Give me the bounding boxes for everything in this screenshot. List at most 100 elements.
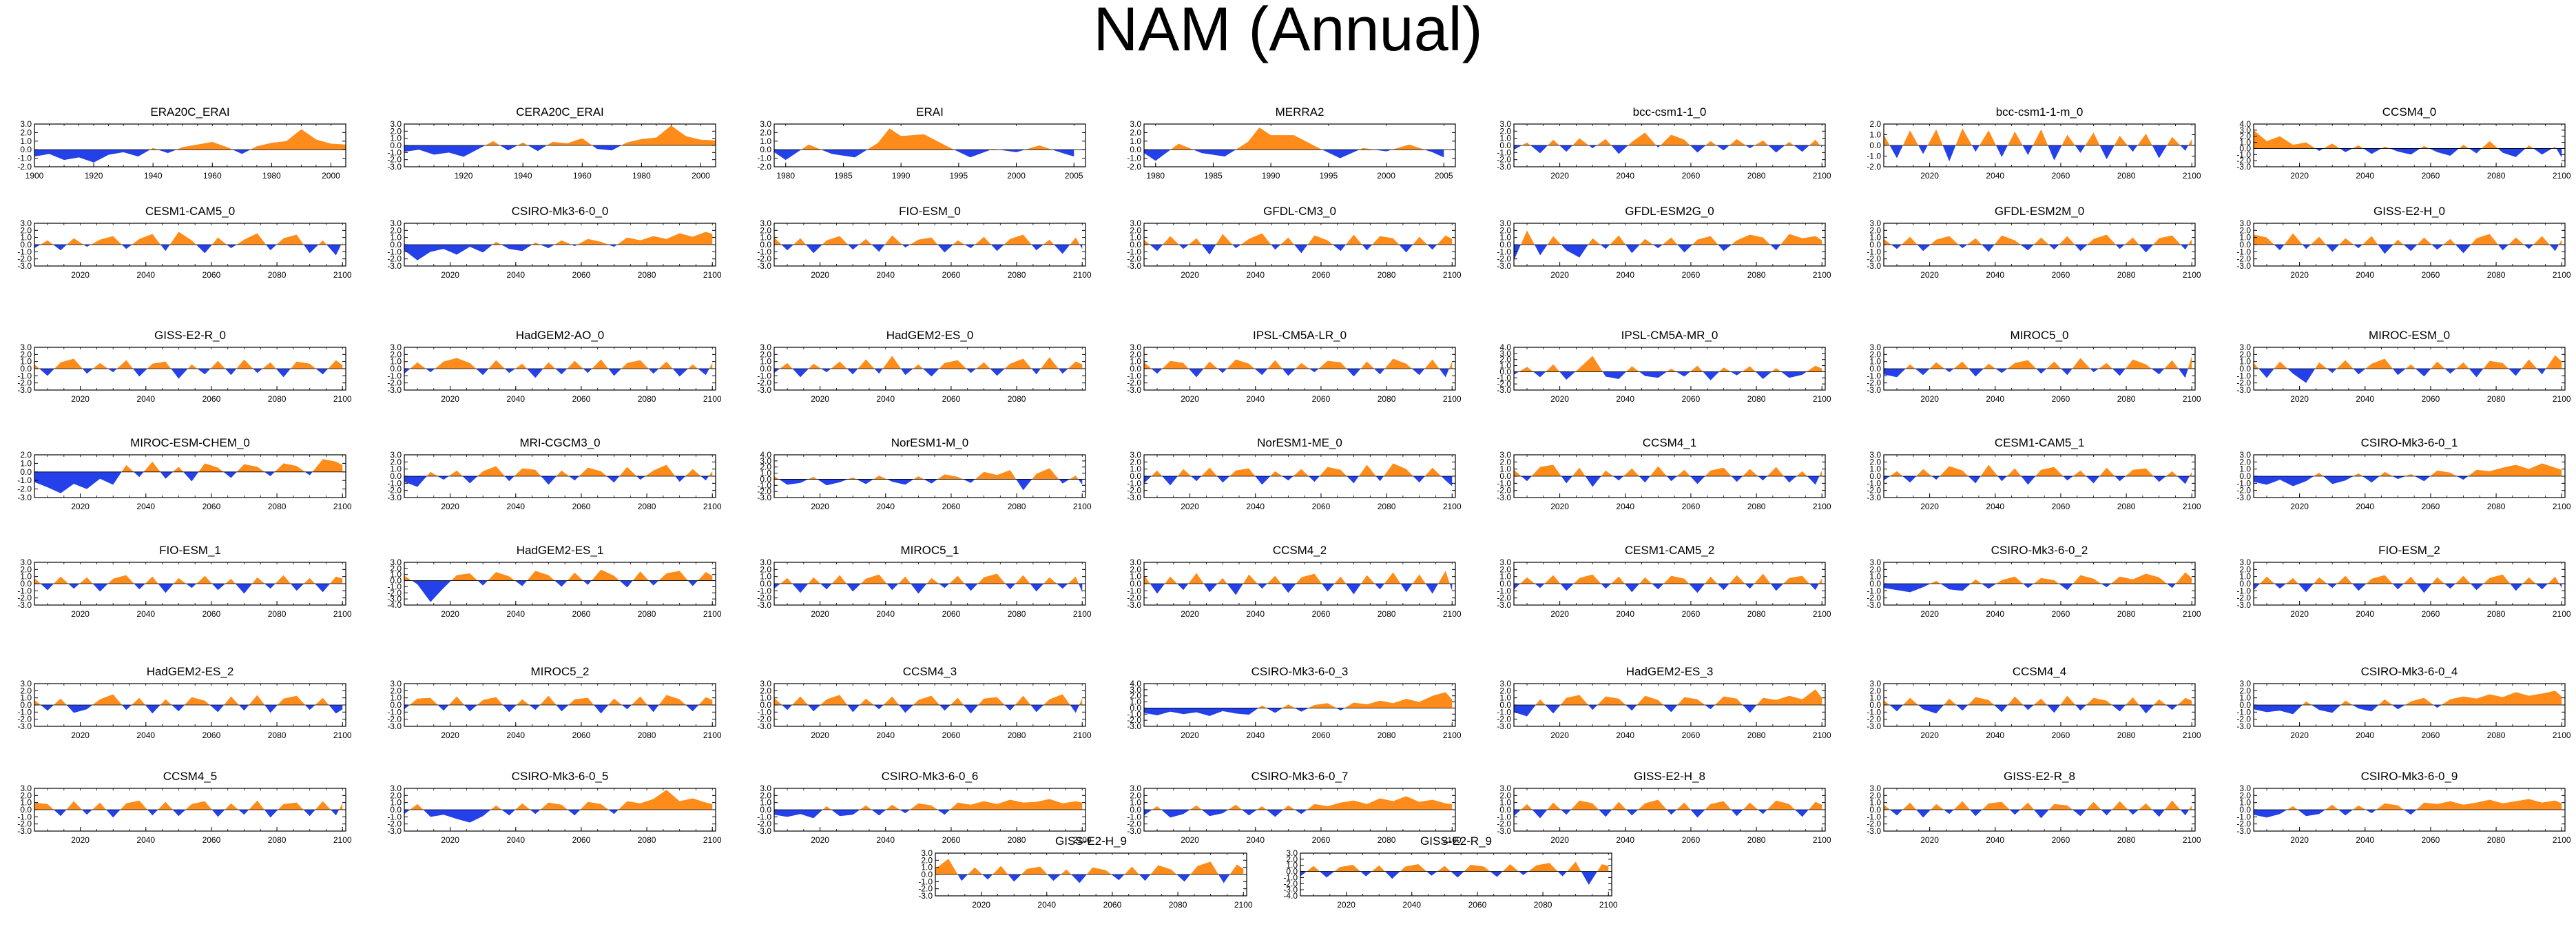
y-tick-label: 3.0 [390,342,402,352]
chart-panel: MIROC-ESM_0 3.0 2.0 1.0 0.0 -1.0 -2.0 -3.0 2020 2… [2221,328,2571,409]
y-tick-label: 1.0 [760,572,771,582]
y-tick-label: -1.0 [387,582,402,591]
panel-title: GISS-E2-R_0 [154,329,226,342]
chart-panel: CCSM4_5 3.0 2.0 1.0 0.0 -1.0 -2.0 -3.0 2020 2040 2… [1,769,352,850]
negative-area [606,476,620,483]
y-tick-label: -3.0 [2236,600,2251,610]
panel-title: FIO-ESM_1 [159,544,221,557]
x-tick-label: 2020 [1550,270,1569,280]
positive-area [2336,360,2354,369]
negative-area [899,705,913,713]
negative-area [1601,584,1612,589]
x-tick-label: 2040 [1616,270,1634,280]
x-tick-label: 2040 [876,270,895,280]
y-tick-label: -1.0 [918,877,933,886]
y-tick-label: 3.0 [760,119,771,129]
negative-area [782,705,793,710]
negative-area [1625,705,1637,711]
x-tick-label: 2020 [1550,394,1569,404]
x-tick-label: 2100 [333,609,352,619]
x-tick-label: 2100 [703,835,722,845]
negative-area [846,369,858,375]
negative-area [1425,584,1439,594]
positive-area [1692,236,1718,245]
y-tick-label: -1.0 [757,154,771,163]
y-tick-label: -1.0 [2236,812,2251,821]
y-tick-label: -1.0 [2236,247,2251,256]
negative-area [223,471,237,478]
chart-panel: CESM1-CAM5_1 3.0 2.0 1.0 0.0 -1.0 -2.0 -3.0 2020… [1851,436,2201,517]
y-tick-label: -3.0 [17,600,32,610]
y-tick-label: -2.0 [1867,715,1881,724]
positive-area [774,697,782,705]
positive-area [2339,238,2354,245]
negative-area [2537,369,2546,375]
y-tick-label: 0.0 [390,700,402,710]
positive-area [975,236,991,245]
negative-area [1581,871,1598,886]
positive-area [2033,577,2059,584]
positive-area [1573,574,1601,584]
y-tick-label: 3.0 [1869,784,1881,793]
negative-area [774,584,780,589]
chart-panel: CERA20C_ERAI 3.0 2.0 1.0 0.0 -1.0 -2.0 -3.0 1920… [371,105,716,186]
positive-area [1930,236,1959,245]
x-tick-label: 2005 [1065,171,1083,181]
negative-area [820,584,832,590]
y-tick-label: 3.0 [2239,679,2251,688]
x-tick-label: 2100 [2553,835,2571,845]
y-tick-label: -1.0 [387,247,402,256]
negative-area [1716,145,1730,151]
positive-area [40,240,54,245]
positive-area [1597,696,1626,705]
y-tick-label: 3.0 [2239,450,2251,460]
y-tick-label: -4.0 [1283,891,1298,901]
positive-area [1809,139,1820,145]
y-tick-label: -1.0 [1867,812,1881,821]
negative-area [1625,245,1640,254]
y-tick-label: -1.0 [1127,154,1141,163]
panel-title: CESM1-CAM5_2 [1624,544,1715,557]
y-tick-label: 2.0 [1130,691,1141,701]
negative-area [304,471,313,475]
y-tick-label: -2.0 [1867,593,1881,603]
y-tick-label: -2.0 [757,593,771,603]
negative-area [1052,150,1074,157]
x-tick-label: 2020 [71,394,90,404]
y-tick-label: -3.0 [1867,722,1881,731]
positive-area [2114,136,2128,145]
y-tick-label: 3.0 [1286,848,1298,858]
negative-area [792,369,809,378]
positive-area [898,576,911,584]
y-tick-label: -2.0 [1127,593,1141,603]
negative-area [2073,810,2087,817]
positive-area [2416,799,2562,810]
positive-area [2126,697,2139,705]
positive-area [1358,464,1376,476]
positive-area [2393,239,2404,245]
chart-panel: CSIRO-Mk3-6-0_5 3.0 2.0 1.0 0.0 -1.0 -2.0 -3.0 2… [371,769,722,850]
panel-title: CCSM4_3 [902,665,957,678]
positive-area [2315,362,2327,369]
x-tick-label: 2080 [2117,502,2136,511]
y-tick-label: 0.0 [20,145,32,154]
y-tick-label: 0.0 [1499,141,1511,150]
negative-area [1639,476,1650,483]
positive-area [147,361,172,369]
chart-panel: HadGEM2-ES_0 3.0 2.0 1.0 0.0 -1.0 -2.0 -3.0 2020… [741,328,1086,409]
x-tick-label: 2080 [1747,730,1766,740]
positive-area [1308,703,1337,708]
x-tick-label: 2040 [2356,270,2374,280]
y-tick-label: 1.0 [1499,798,1511,808]
negative-area [276,369,291,378]
negative-area [2455,245,2471,254]
positive-area [860,698,874,705]
positive-area [1227,359,1255,369]
positive-area [1639,577,1652,584]
y-tick-label: -1.0 [757,707,771,717]
y-tick-label: -1.0 [387,707,402,717]
positive-area [1927,129,1943,145]
negative-area [1399,245,1413,253]
